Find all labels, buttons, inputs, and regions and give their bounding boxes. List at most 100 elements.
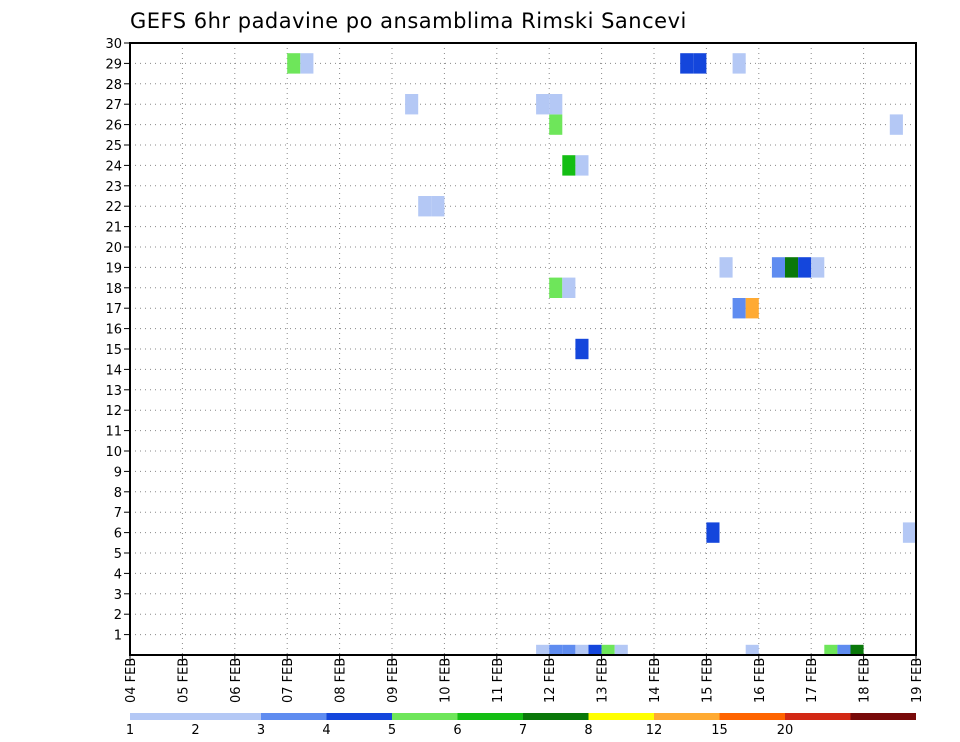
heatmap-cell bbox=[837, 644, 851, 655]
y-tick-label: 29 bbox=[105, 57, 122, 72]
heatmap-cell bbox=[745, 298, 759, 319]
heatmap-cell bbox=[732, 53, 746, 74]
x-tick-label: 19 FEB bbox=[910, 658, 925, 703]
heatmap-cell bbox=[706, 522, 720, 543]
legend-swatch bbox=[719, 713, 785, 720]
x-tick-label: 12 FEB bbox=[543, 658, 558, 703]
heatmap-cell bbox=[575, 644, 589, 655]
y-tick-label: 10 bbox=[105, 445, 122, 460]
heatmap-cell bbox=[300, 53, 314, 74]
heatmap-cell bbox=[588, 644, 602, 655]
heatmap-cell bbox=[811, 257, 825, 278]
x-tick-label: 09 FEB bbox=[386, 658, 401, 703]
x-axis: 04 FEB 05 FEB 06 FEB 07 FEB 08 FEB 09 FEB 10 F… bbox=[124, 655, 925, 703]
data-cells bbox=[287, 53, 916, 655]
chart-title: GEFS 6hr padavine po ansamblima Rimski S… bbox=[130, 9, 687, 33]
heatmap-cell bbox=[824, 644, 838, 655]
legend-swatch bbox=[261, 713, 327, 720]
y-tick-label: 2 bbox=[114, 608, 122, 623]
y-tick-label: 1 bbox=[114, 629, 122, 644]
y-tick-label: 4 bbox=[114, 567, 122, 582]
y-tick-label: 25 bbox=[105, 139, 122, 154]
heatmap-cell bbox=[549, 277, 563, 298]
x-tick-label: 06 FEB bbox=[229, 658, 244, 703]
x-tick-label: 07 FEB bbox=[281, 658, 296, 703]
heatmap-cell bbox=[549, 644, 563, 655]
legend-swatch bbox=[785, 713, 851, 720]
heatmap-cell bbox=[562, 277, 576, 298]
legend-label: 1 bbox=[126, 723, 134, 738]
heatmap-cell bbox=[719, 257, 733, 278]
y-tick-label: 27 bbox=[105, 98, 122, 113]
heatmap-cell bbox=[614, 644, 628, 655]
heatmap-cell bbox=[889, 114, 903, 135]
heatmap-cell bbox=[549, 114, 563, 135]
legend-swatch bbox=[130, 713, 196, 720]
heatmap-cell bbox=[902, 522, 916, 543]
color-legend: 1 2 3 4 5 6 7 8 12 15 20 bbox=[126, 713, 916, 738]
heatmap-cell bbox=[536, 94, 550, 115]
legend-swatch bbox=[850, 713, 916, 720]
y-tick-label: 9 bbox=[114, 465, 122, 480]
y-tick-label: 18 bbox=[105, 282, 122, 297]
heatmap-cell bbox=[418, 196, 432, 217]
legend-label: 12 bbox=[646, 723, 663, 738]
y-tick-label: 22 bbox=[105, 200, 122, 215]
x-tick-label: 10 FEB bbox=[438, 658, 453, 703]
y-tick-label: 11 bbox=[105, 425, 122, 440]
y-tick-label: 14 bbox=[105, 363, 122, 378]
heatmap-cell bbox=[405, 94, 419, 115]
legend-swatch bbox=[195, 713, 261, 720]
legend-swatch bbox=[326, 713, 392, 720]
x-tick-label: 05 FEB bbox=[176, 658, 191, 703]
heatmap-cell bbox=[431, 196, 445, 217]
y-tick-label: 12 bbox=[105, 404, 122, 419]
y-tick-label: 28 bbox=[105, 78, 122, 93]
y-tick-label: 19 bbox=[105, 261, 122, 276]
x-tick-label: 13 FEB bbox=[596, 658, 611, 703]
x-tick-label: 15 FEB bbox=[700, 658, 715, 703]
y-tick-label: 3 bbox=[114, 588, 122, 603]
legend-label: 15 bbox=[711, 723, 728, 738]
y-tick-label: 17 bbox=[105, 302, 122, 317]
plot-frame bbox=[129, 42, 917, 656]
legend-swatch bbox=[588, 713, 654, 720]
heatmap-cell bbox=[601, 644, 615, 655]
x-tick-label: 16 FEB bbox=[753, 658, 768, 703]
heatmap-cell bbox=[562, 644, 576, 655]
y-tick-label: 16 bbox=[105, 323, 122, 338]
y-tick-label: 15 bbox=[105, 343, 122, 358]
legend-label: 4 bbox=[322, 723, 330, 738]
heatmap-cell bbox=[785, 257, 799, 278]
heatmap-cell bbox=[549, 94, 563, 115]
x-tick-label: 08 FEB bbox=[334, 658, 349, 703]
heatmap-cell bbox=[798, 257, 812, 278]
x-tick-label: 11 FEB bbox=[491, 658, 506, 703]
heatmap-cell bbox=[562, 155, 576, 176]
y-tick-label: 24 bbox=[105, 159, 122, 174]
legend-swatch bbox=[654, 713, 720, 720]
heatmap-cell bbox=[771, 257, 785, 278]
y-axis: 1234567891011121314151617181920212223242… bbox=[105, 37, 130, 644]
legend-label: 8 bbox=[584, 723, 592, 738]
heatmap-cell bbox=[680, 53, 694, 74]
heatmap-cell bbox=[850, 644, 864, 655]
legend-label: 6 bbox=[453, 723, 461, 738]
heatmap-cell bbox=[575, 338, 589, 360]
y-tick-label: 7 bbox=[114, 506, 122, 521]
y-tick-label: 21 bbox=[105, 221, 122, 236]
y-tick-label: 6 bbox=[114, 527, 122, 542]
grid bbox=[129, 42, 917, 655]
x-tick-label: 14 FEB bbox=[648, 658, 663, 703]
heatmap-cell bbox=[745, 644, 759, 655]
legend-label: 20 bbox=[777, 723, 794, 738]
x-tick-label: 17 FEB bbox=[805, 658, 820, 703]
legend-swatch bbox=[523, 713, 589, 720]
y-tick-label: 23 bbox=[105, 180, 122, 195]
legend-label: 2 bbox=[191, 723, 199, 738]
y-tick-label: 8 bbox=[114, 486, 122, 501]
heatmap-cell bbox=[575, 155, 589, 176]
heatmap-cell bbox=[536, 644, 550, 655]
x-tick-label: 04 FEB bbox=[124, 658, 139, 703]
